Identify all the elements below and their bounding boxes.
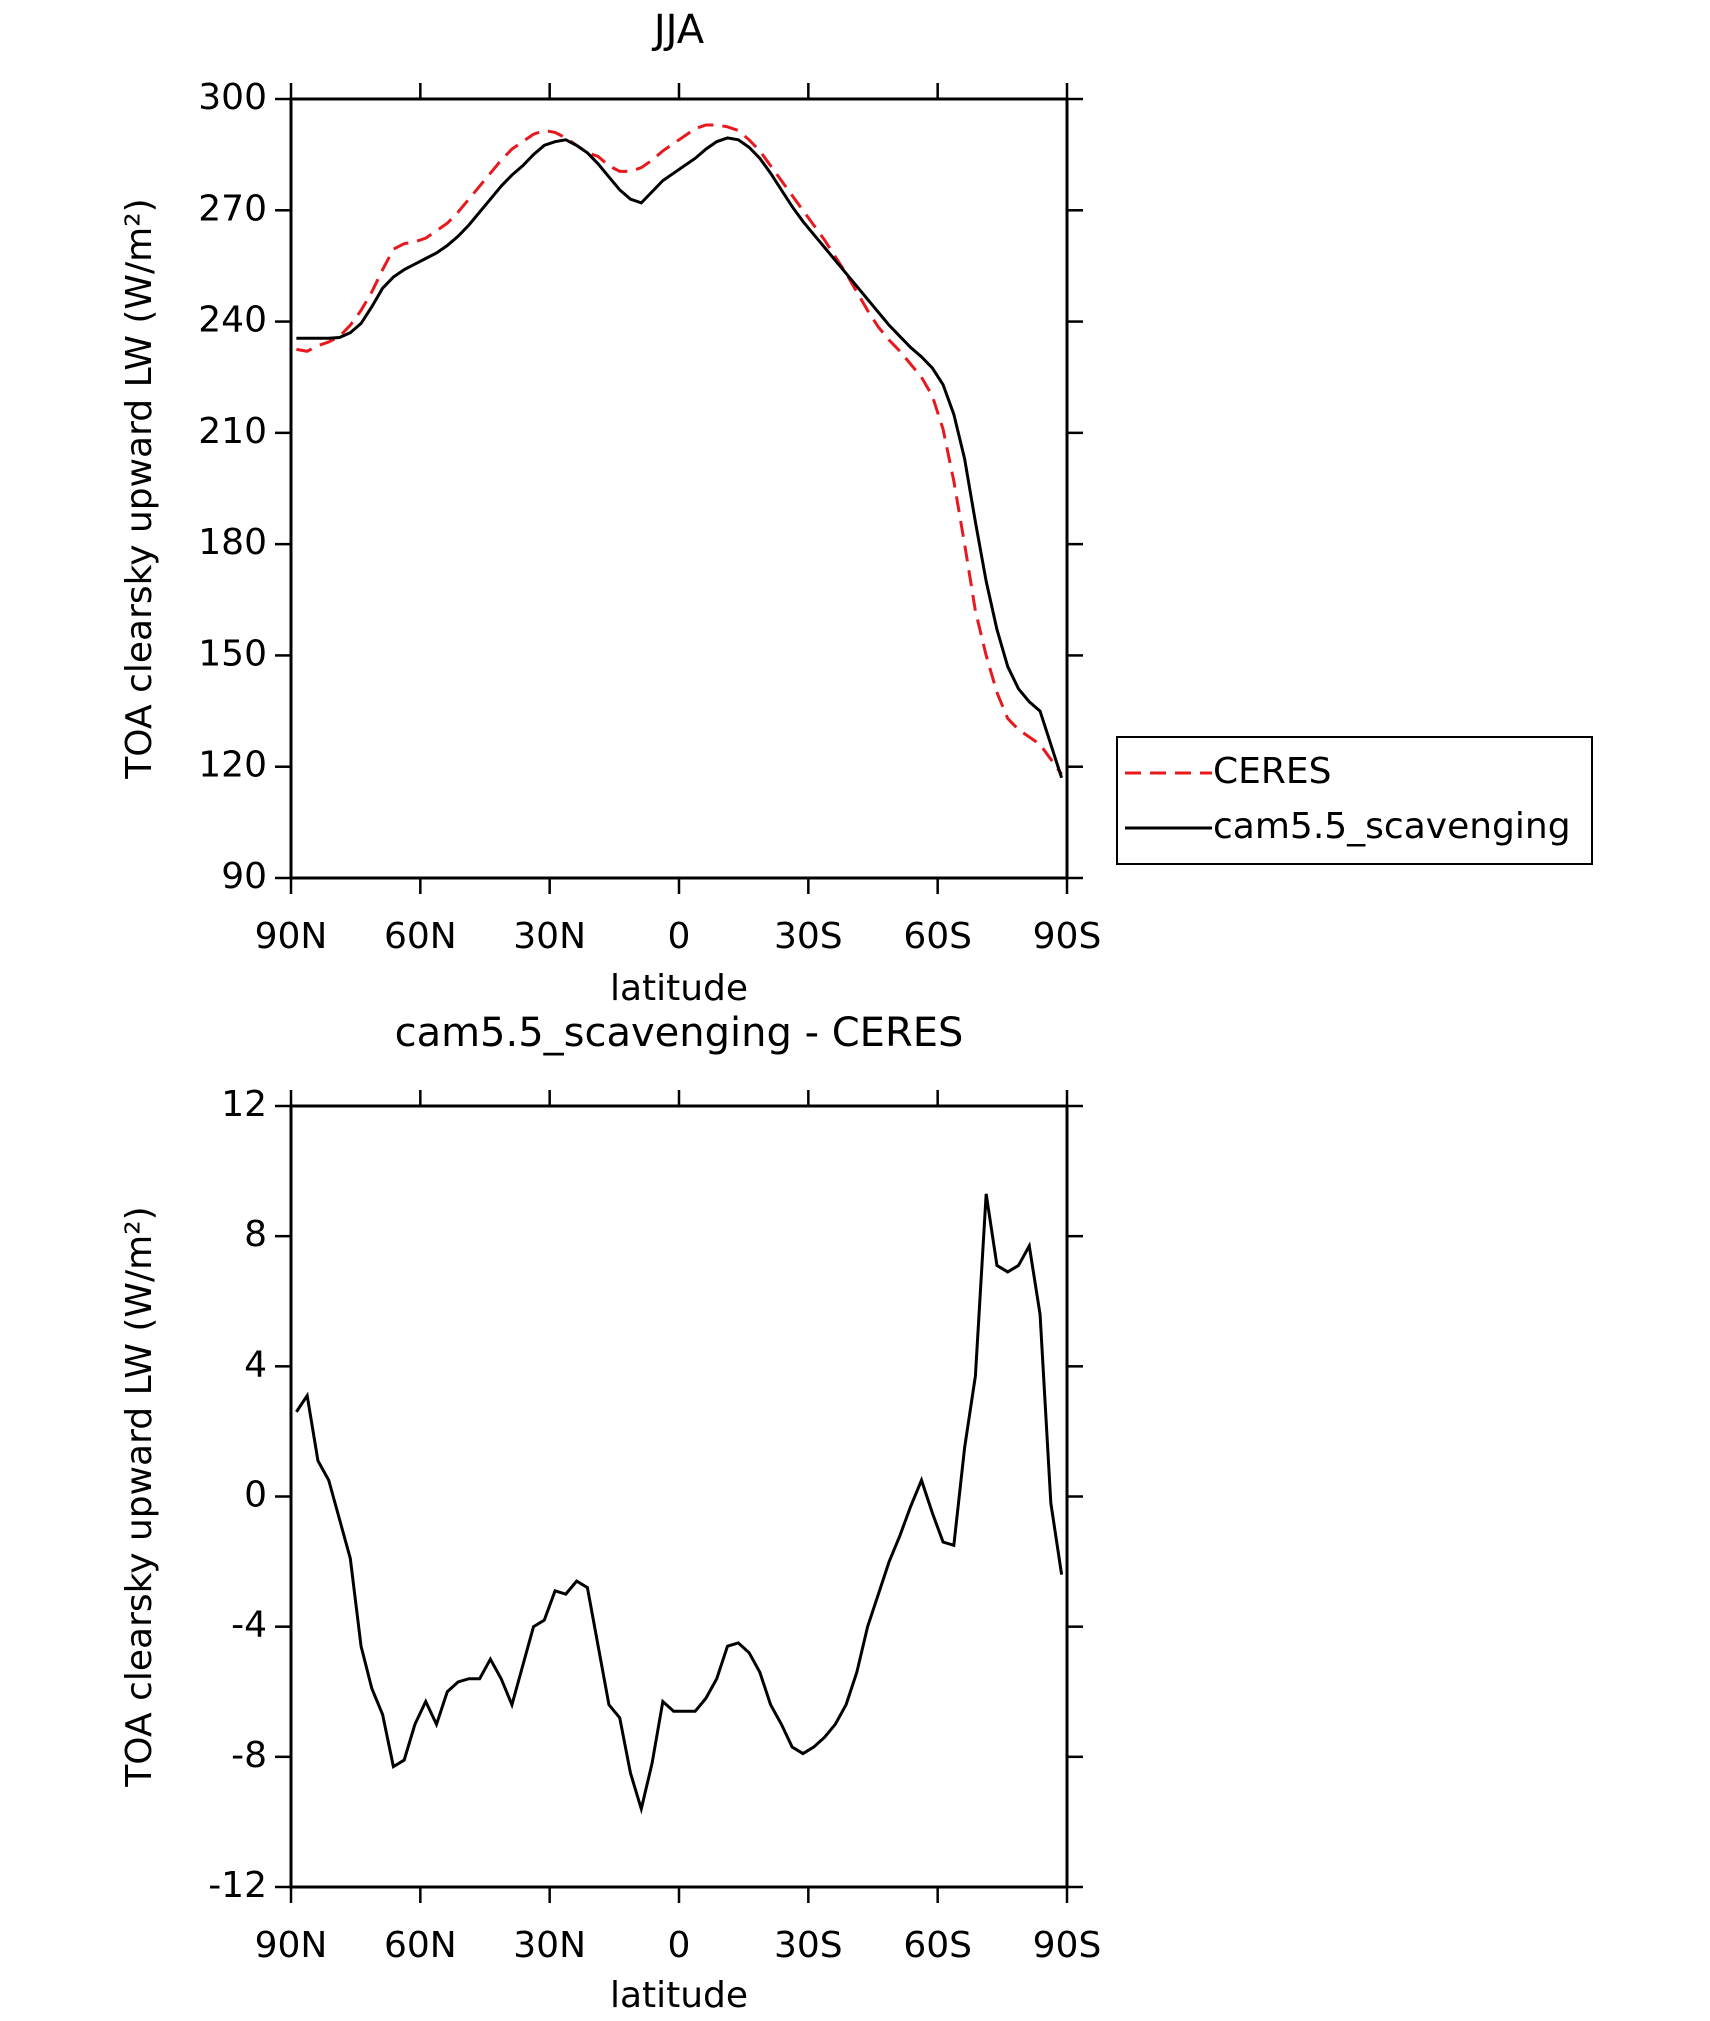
x-tick-label: 90N: [255, 1925, 328, 1966]
y-tick-label: 0: [244, 1475, 267, 1516]
x-axis-label: latitude: [610, 968, 748, 1009]
x-tick-label: 30N: [513, 916, 586, 957]
y-tick-label: 90: [221, 856, 267, 897]
y-tick-label: 120: [198, 745, 267, 786]
y-tick-label: -8: [231, 1735, 267, 1776]
y-axis-label: TOA clearsky upward LW (W/m²): [119, 198, 160, 779]
y-tick-label: 12: [221, 1084, 267, 1125]
x-tick-label: 60N: [384, 916, 457, 957]
y-tick-label: 8: [244, 1214, 267, 1255]
data-line: [296, 123, 1063, 776]
plot-frame: [289, 97, 1069, 880]
x-tick-label: 30N: [513, 1925, 586, 1966]
data-line: [295, 1193, 1064, 1815]
y-axis-label: TOA clearsky upward LW (W/m²): [119, 1206, 160, 1787]
y-tick-label: 270: [198, 188, 267, 229]
legend-label: cam5.5_scavenging: [1213, 806, 1571, 847]
data-line: [296, 136, 1064, 779]
x-tick-label: 60N: [384, 1925, 457, 1966]
x-tick-label: 30S: [774, 916, 843, 957]
y-tick-label: -12: [208, 1865, 267, 1906]
y-tick-label: 300: [198, 77, 267, 118]
chart-title: cam5.5_scavenging - CERES: [395, 1010, 964, 1056]
legend-label: CERES: [1213, 751, 1332, 792]
x-tick-label: 90S: [1033, 1925, 1102, 1966]
x-axis-label: latitude: [610, 1975, 748, 2016]
x-tick-label: 30S: [774, 1925, 843, 1966]
legend-box: [1116, 736, 1593, 865]
x-tick-label: 0: [668, 916, 691, 957]
y-tick-label: 210: [198, 411, 267, 452]
y-tick-label: 240: [198, 300, 267, 341]
x-tick-label: 60S: [903, 1925, 972, 1966]
x-tick-label: 90N: [255, 916, 328, 957]
y-tick-label: -4: [231, 1605, 267, 1646]
y-tick-label: 180: [198, 522, 267, 563]
x-tick-label: 60S: [903, 916, 972, 957]
plot-frame: [289, 1104, 1069, 1889]
y-tick-label: 4: [244, 1344, 267, 1385]
y-tick-label: 150: [198, 633, 267, 674]
x-tick-label: 90S: [1033, 916, 1102, 957]
chart-title: JJA: [651, 7, 705, 53]
x-tick-label: 0: [668, 1925, 691, 1966]
